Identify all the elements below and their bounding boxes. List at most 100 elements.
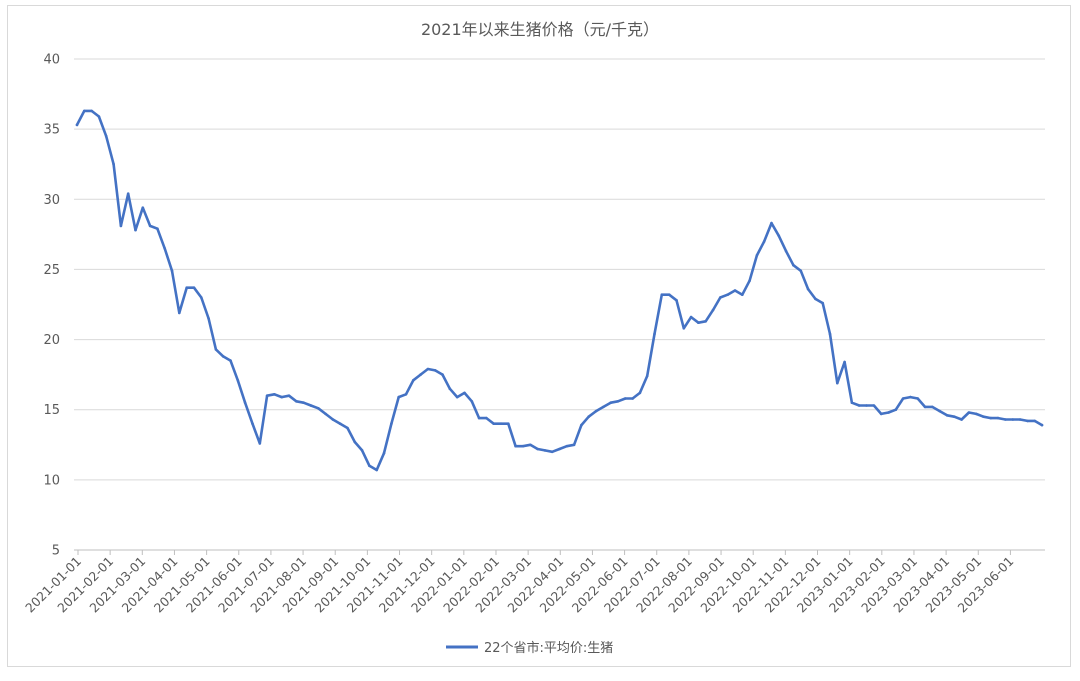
data-point [529,443,532,447]
data-point [477,416,481,420]
data-point [83,109,86,113]
data-point [1004,418,1007,421]
data-point [558,447,561,451]
data-point [141,206,145,209]
data-point [90,109,93,113]
data-point [609,401,612,405]
data-point [909,395,912,399]
data-point [214,348,218,351]
data-point [953,415,956,419]
data-point [258,442,262,445]
data-point [777,234,781,238]
data-point [360,449,364,452]
data-point [419,373,422,376]
data-point [697,321,700,325]
data-point [689,315,693,319]
series-line [75,109,1044,472]
data-point [770,221,773,225]
data-point [455,395,459,399]
x-axis-ticks: 2021-01-012021-02-012021-03-012021-04-01… [22,550,1017,615]
data-point [624,397,627,400]
data-point [375,468,379,472]
chart-title: 2021年以来生猪价格（元/千克） [421,20,659,39]
data-point [594,409,598,413]
data-point [185,286,188,290]
data-point [1011,418,1015,421]
data-point [792,263,795,267]
data-point [412,379,415,382]
y-tick-label: 5 [52,544,60,559]
data-point [251,422,254,426]
data-point [448,387,452,391]
legend: 22个省市:平均价:生猪 [446,640,613,656]
data-point [265,394,269,398]
data-point [507,422,510,426]
data-point [755,254,759,257]
data-point [836,381,839,385]
data-point [156,227,159,230]
line-chart: 2021年以来生猪价格（元/千克） 5 10 15 20 25 30 35 40 2021-0… [22,20,1045,656]
data-point [762,240,766,243]
data-point [989,416,993,420]
data-point [243,401,247,405]
data-point [960,418,963,421]
data-point [273,393,276,396]
data-point [324,412,327,416]
data-point [536,447,539,451]
data-point [134,228,137,232]
data-point [887,411,890,414]
data-point [719,296,722,299]
data-point [711,308,715,312]
data-point [75,123,79,127]
chart-frame: 2021年以来生猪价格（元/千克） 5 10 15 20 25 30 35 40 2021-0… [7,5,1071,667]
data-point [916,397,919,400]
data-point [200,296,203,299]
data-point [645,374,649,378]
data-point [996,416,1000,420]
data-point [338,422,342,426]
data-point [821,301,824,305]
data-point [309,404,313,407]
data-point [104,134,108,138]
gridlines [74,58,1045,481]
data-point [814,297,817,301]
data-point [931,405,934,409]
data-point [660,293,664,297]
data-point [521,444,525,448]
data-point [806,287,810,291]
data-point [97,115,101,118]
data-point [967,411,971,414]
data-point [682,327,686,330]
y-tick-label: 15 [43,403,60,418]
data-point [463,391,466,395]
data-point [733,289,737,292]
y-tick-label: 35 [43,123,60,138]
data-point [704,320,707,323]
data-point [631,397,634,400]
data-point [331,418,335,421]
data-point [221,355,225,358]
data-point [368,464,371,468]
data-point [382,451,386,455]
data-point [404,393,408,396]
data-point [587,415,590,419]
data-point [741,293,744,297]
data-point [170,269,174,273]
y-axis-ticks: 5 10 15 20 25 30 35 40 [43,53,60,559]
data-point [287,394,291,398]
y-tick-label: 30 [43,193,60,208]
y-tick-label: 40 [43,53,60,68]
data-point [499,422,503,426]
data-point [580,423,583,427]
data-point [236,379,240,382]
data-point [784,249,788,253]
data-point [850,401,854,405]
data-point [229,359,232,362]
data-point [353,440,357,444]
data-point [1033,419,1036,423]
data-point [572,443,576,447]
data-point [653,332,656,336]
data-point [112,162,115,166]
data-point [1026,419,1029,423]
data-point [126,192,130,195]
